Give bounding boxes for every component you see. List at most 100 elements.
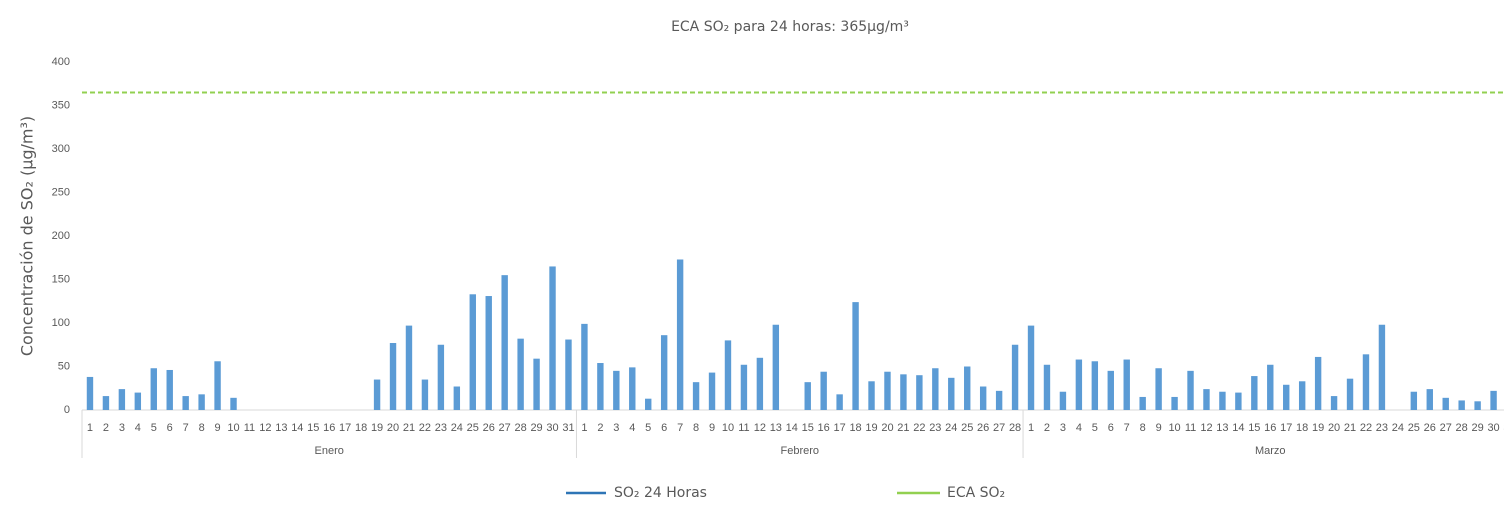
- x-tick-label: 30: [546, 422, 558, 434]
- x-tick-label: 1: [1028, 422, 1034, 434]
- bar: [708, 372, 716, 410]
- legend-label: SO₂ 24 Horas: [614, 485, 707, 501]
- x-tick-label: 5: [645, 422, 651, 434]
- bar: [469, 294, 476, 410]
- x-tick-label: 4: [629, 422, 635, 434]
- bar: [373, 379, 381, 410]
- x-tick-label: 18: [355, 422, 367, 434]
- bar: [1298, 381, 1306, 410]
- group-label: Marzo: [1255, 445, 1286, 457]
- x-tick-label: 24: [451, 422, 463, 434]
- x-tick-label: 8: [1140, 422, 1146, 434]
- bar: [1410, 391, 1418, 410]
- x-tick-label: 12: [1200, 422, 1212, 434]
- x-tick-label: 16: [1264, 422, 1276, 434]
- x-tick-label: 20: [387, 422, 399, 434]
- x-tick-label: 14: [1232, 422, 1244, 434]
- legend-label: ECA SO₂: [947, 485, 1005, 501]
- bar: [1267, 364, 1274, 410]
- bar: [182, 396, 189, 410]
- bar: [724, 340, 732, 410]
- x-tick-label: 3: [613, 422, 619, 434]
- bar: [230, 397, 237, 410]
- y-tick-label: 200: [52, 230, 70, 242]
- bar: [629, 367, 636, 410]
- x-tick-label: 21: [897, 422, 909, 434]
- bar: [389, 343, 397, 410]
- x-tick-label: 5: [151, 422, 157, 434]
- x-tick-label: 11: [738, 422, 749, 434]
- bar: [549, 266, 556, 410]
- bar: [134, 392, 142, 410]
- x-tick-label: 17: [834, 422, 846, 434]
- x-tick-label: 1: [581, 422, 587, 434]
- bar: [804, 382, 811, 410]
- bar: [214, 361, 221, 410]
- bar: [1107, 370, 1114, 410]
- bar: [118, 389, 126, 410]
- x-tick-label: 20: [1328, 422, 1340, 434]
- bar: [995, 390, 1003, 410]
- bar: [1203, 389, 1210, 410]
- bar: [868, 381, 875, 410]
- x-tick-label: 9: [1156, 422, 1162, 434]
- bar: [1155, 368, 1162, 410]
- y-axis-label: Concentración de SO₂ (µg/m³): [18, 116, 37, 356]
- x-tick-label: 17: [339, 422, 351, 434]
- x-tick-label: 12: [754, 422, 766, 434]
- x-tick-label: 23: [1376, 422, 1388, 434]
- bar: [1458, 400, 1465, 410]
- x-tick-label: 6: [167, 422, 173, 434]
- x-tick-label: 2: [1044, 422, 1050, 434]
- x-tick-label: 28: [515, 422, 527, 434]
- bar: [1075, 359, 1083, 410]
- y-tick-label: 350: [52, 99, 70, 111]
- x-tick-label: 13: [1216, 422, 1228, 434]
- x-tick-label: 25: [1408, 422, 1420, 434]
- bar: [150, 368, 157, 410]
- bar: [1059, 391, 1067, 410]
- bar: [613, 370, 620, 410]
- bar: [1426, 389, 1433, 410]
- chart-title: ECA SO₂ para 24 horas: 365µg/m³: [671, 19, 909, 35]
- x-tick-label: 21: [1344, 422, 1356, 434]
- bar: [1378, 324, 1386, 410]
- bar: [437, 344, 445, 410]
- x-tick-label: 12: [259, 422, 271, 434]
- x-tick-label: 26: [1424, 422, 1436, 434]
- x-tick-label: 3: [1060, 422, 1066, 434]
- group-label: Enero: [315, 445, 344, 457]
- bar: [1346, 378, 1354, 410]
- y-tick-label: 300: [52, 143, 70, 155]
- x-tick-label: 15: [307, 422, 319, 434]
- x-tick-label: 20: [881, 422, 893, 434]
- x-tick-label: 19: [371, 422, 383, 434]
- x-tick-label: 13: [770, 422, 782, 434]
- x-tick-label: 21: [403, 422, 415, 434]
- x-tick-label: 22: [1360, 422, 1372, 434]
- x-tick-label: 7: [1124, 422, 1130, 434]
- bar: [501, 275, 508, 410]
- x-tick-label: 7: [183, 422, 189, 434]
- bar: [485, 296, 492, 410]
- bar: [852, 302, 859, 410]
- y-tick-label: 100: [52, 317, 70, 329]
- x-tick-label: 31: [562, 422, 574, 434]
- x-tick-label: 6: [661, 422, 667, 434]
- bar: [660, 335, 668, 410]
- x-tick-label: 27: [993, 422, 1005, 434]
- x-tick-label: 28: [1456, 422, 1468, 434]
- x-tick-label: 16: [323, 422, 335, 434]
- x-tick-label: 25: [961, 422, 973, 434]
- x-tick-label: 22: [419, 422, 431, 434]
- bar: [1139, 396, 1146, 410]
- bar: [597, 363, 604, 410]
- bar: [979, 386, 987, 410]
- bar: [533, 358, 540, 410]
- x-tick-label: 30: [1487, 422, 1499, 434]
- x-tick-label: 8: [693, 422, 699, 434]
- bar: [1027, 325, 1035, 410]
- bar: [740, 364, 748, 410]
- x-tick-label: 15: [802, 422, 814, 434]
- x-tick-label: 3: [119, 422, 125, 434]
